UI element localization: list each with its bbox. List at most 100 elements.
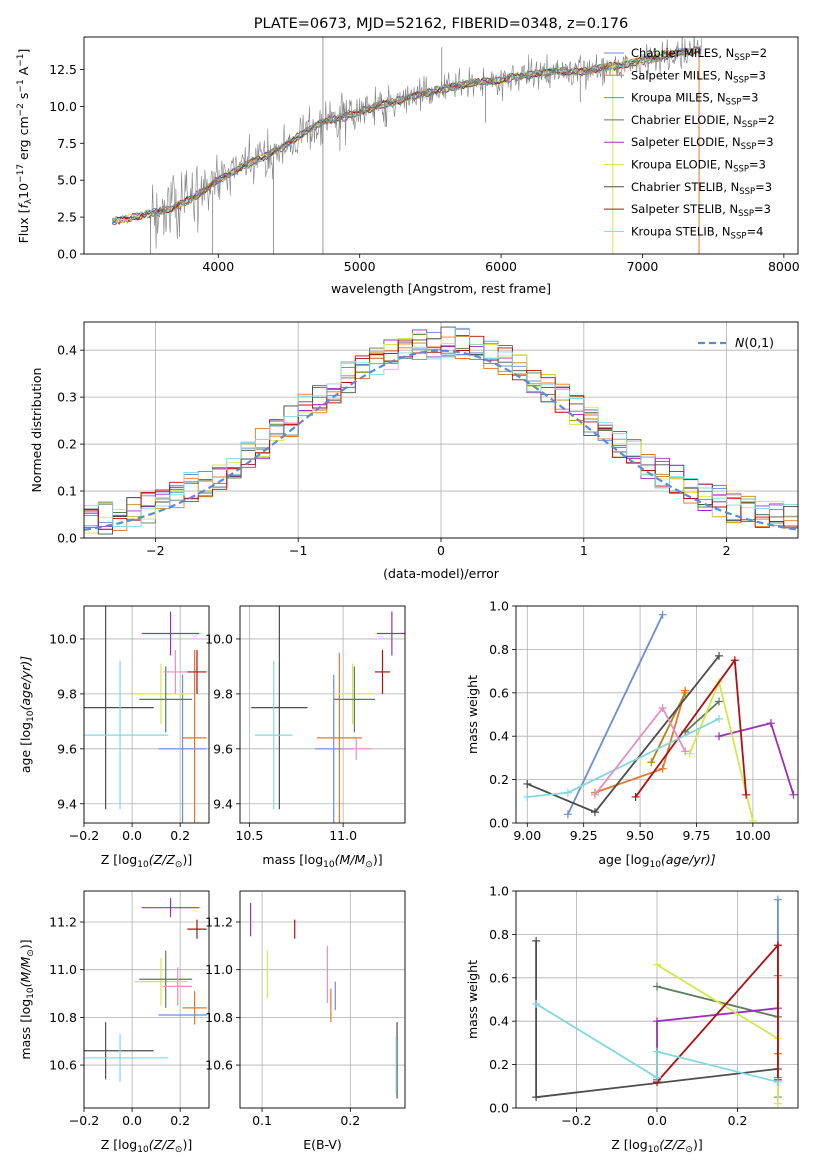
mass-vs-metallicity-panel: −0.2 0.0 0.210.610.811.011.2Z [log10(Z/Z⊙)…: [18, 890, 210, 1155]
mass-weight-line: [684, 700, 720, 733]
y-axis-label-part: )]: [18, 939, 33, 949]
plot-area: [84, 326, 798, 535]
x-axis-label-part: )]: [373, 852, 383, 867]
x-axis-label-part: (Z/Z: [149, 852, 176, 867]
x-axis-label-part: 10: [323, 860, 335, 870]
y-axis-label: mass [log10(M/M⊙)]: [18, 939, 36, 1059]
y-tick-label: 0.6: [489, 970, 509, 985]
mass-weight-marker: [653, 1073, 661, 1082]
residual-histogram-step: [84, 326, 798, 535]
y-tick-label: 0.2: [489, 1057, 509, 1072]
mass-weight-marker: [773, 941, 782, 950]
y-tick-label: 9.8: [57, 686, 77, 701]
weight-vs-age-panel: 9.00 9.25 9.50 9.75 10.00 0.0 0.2 0.4 0.6 0.8 1.0 a…: [465, 599, 799, 870]
y-tick-label: 11.2: [205, 915, 233, 930]
x-tick-label: 0.1: [252, 1113, 272, 1128]
y-tick-label: 0.2: [57, 437, 77, 452]
legend-entry-sub: SSP: [739, 187, 755, 197]
legend-entry-name: N: [735, 335, 745, 350]
legend-entry: Kroupa ELODIE, NSSP=3: [631, 158, 766, 175]
legend-entry-value: =4: [746, 224, 763, 238]
legend-entry-sub: SSP: [733, 75, 749, 85]
x-tick-label: 0.2: [170, 1113, 190, 1128]
x-axis-label-part: )]: [182, 852, 192, 867]
legend-entry: Salpeter ELODIE, NSSP=3: [631, 135, 774, 152]
x-axis-label-part: )]: [693, 1137, 703, 1152]
x-tick-label: 9.00: [513, 828, 541, 843]
y-axis-label: mass weight: [465, 675, 480, 754]
x-axis-label-part: ⊙: [685, 1145, 693, 1155]
legend-entry-value: =3: [757, 135, 774, 149]
y-tick-label: 10.0: [49, 99, 77, 114]
mass-weight-marker: [730, 656, 739, 665]
y-axis-label-part: s: [16, 93, 31, 104]
mass-weight-marker: [653, 1047, 661, 1056]
x-tick-label: 11.0: [329, 828, 357, 843]
plot-area: [249, 902, 398, 1099]
y-axis-label-part: 10: [26, 710, 36, 722]
mass-weight-line: [535, 1003, 779, 1083]
y-tick-label: 0.4: [57, 343, 77, 358]
mass-vs-extinction-panel: 0.1 0.2 10.6 10.8 11.0 11.2 E(B-V): [205, 890, 406, 1152]
y-tick-label: 0.1: [57, 484, 77, 499]
mass-weight-marker: [773, 1099, 782, 1108]
x-axis-label-part: (M/M: [335, 852, 366, 867]
plot-area: [84, 606, 207, 823]
x-tick-label: 5000: [344, 259, 376, 274]
legend-entry-name: Salpeter MILES, N: [631, 68, 733, 82]
y-tick-label: 9.6: [213, 741, 233, 756]
x-tick-label: −0.2: [69, 828, 99, 843]
x-axis-label-part: 10: [137, 860, 149, 870]
mass-weight-marker: [532, 999, 541, 1008]
plot-area: [523, 610, 798, 823]
x-tick-label: 6000: [485, 259, 517, 274]
x-axis-label-part: (Z/Z: [659, 1137, 686, 1152]
y-tick-label: 7.5: [57, 136, 77, 151]
y-axis-label-part: f: [16, 203, 31, 209]
x-tick-label: 9.25: [570, 828, 598, 843]
mass-weight-marker: [773, 1077, 782, 1086]
legend-entry-value: =2: [758, 113, 775, 127]
legend-entry-sub: SSP: [731, 231, 747, 241]
x-axis-label-part: (age/yr)]: [661, 852, 716, 867]
y-tick-label: 9.4: [57, 796, 77, 811]
x-axis-label-part: ⊙: [175, 1145, 183, 1155]
x-tick-label: 0.2: [728, 1113, 748, 1128]
mass-weight-marker: [590, 790, 599, 799]
x-tick-label: −2: [146, 543, 164, 558]
mass-weight-marker: [563, 810, 572, 819]
x-axis-label-part: mass [log: [262, 852, 323, 867]
x-axis-label-part: Z [log: [101, 852, 137, 867]
x-axis-label-part: ⊙: [175, 860, 183, 870]
x-axis-label: Z [log10(Z/Z⊙)]: [101, 1137, 192, 1155]
legend-entry-value: =3: [749, 68, 766, 82]
y-tick-label: 0.8: [489, 927, 509, 942]
legend-entry-name: Salpeter STELIB, N: [631, 202, 738, 216]
y-axis-label-part: 10: [26, 987, 36, 999]
axes-frame: [515, 605, 799, 824]
y-tick-label: 0.0: [57, 247, 77, 262]
y-axis-label-part: (M/M: [18, 957, 33, 988]
chart-title: PLATE=0673, MJD=52162, FIBERID=0348, z=0…: [254, 16, 628, 32]
y-tick-label: 10.0: [205, 631, 233, 646]
mass-weight-marker: [715, 651, 724, 660]
plot-area: [532, 895, 782, 1108]
y-axis-label-part: −1: [16, 79, 26, 92]
x-tick-label: 1: [580, 543, 588, 558]
legend-entry-name: Chabrier MILES, N: [631, 46, 734, 60]
x-axis-label-part: 10: [648, 1145, 660, 1155]
legend-entry-name: Salpeter ELODIE, N: [631, 135, 741, 149]
x-axis-label: mass [log10(M/M⊙)]: [262, 852, 382, 870]
mass-weight-line: [567, 614, 664, 815]
y-tick-label: 10.6: [205, 1058, 233, 1073]
legend-entry-sub: SSP: [742, 120, 758, 130]
y-tick-label: 5.0: [57, 173, 77, 188]
mass-weight-marker: [658, 610, 667, 619]
y-axis-label-part: λ: [24, 198, 34, 204]
y-axis-label-part: −17: [16, 164, 26, 183]
y-tick-label: 0.0: [489, 816, 509, 831]
x-axis-label: wavelength [Angstrom, rest frame]: [331, 281, 551, 296]
legend-entry-sub: SSP: [734, 53, 750, 63]
mass-weight-marker: [766, 719, 775, 728]
legend-entry: Chabrier STELIB, NSSP=3: [631, 180, 772, 197]
